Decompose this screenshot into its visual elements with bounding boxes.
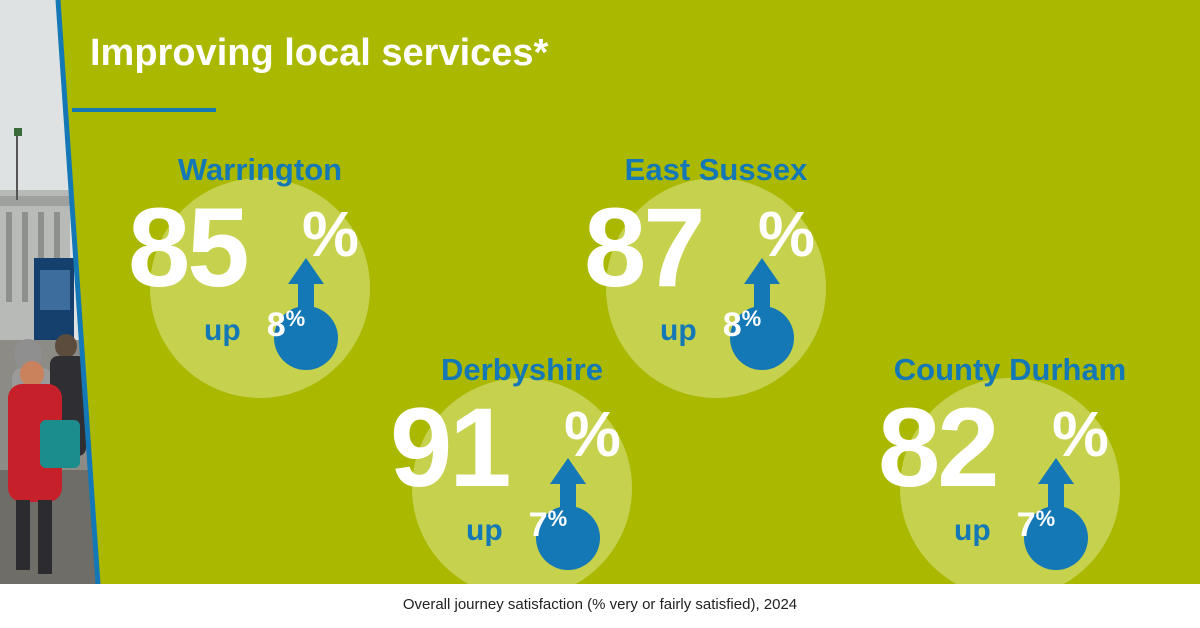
region-east-sussex: East Sussex 87 % up 8% — [566, 140, 866, 398]
satisfaction-value: 87 — [584, 185, 706, 310]
change-value: 7 — [1016, 506, 1036, 544]
up-label: up — [466, 514, 503, 547]
street-photo — [0, 0, 101, 584]
infographic-panel: Improving local services* Warrington 85 … — [0, 0, 1200, 584]
up-arrow-icon — [730, 258, 794, 370]
change-badge: 8% — [252, 306, 320, 364]
up-arrow-icon — [1024, 458, 1088, 570]
region-county-durham: County Durham 82 % up 7% — [860, 340, 1160, 584]
percent-sign: % — [564, 398, 621, 470]
region-name: East Sussex — [624, 152, 808, 187]
region-derbyshire: Derbyshire 91 % up 7% — [372, 340, 672, 584]
change-value: 7 — [528, 506, 548, 544]
footer-caption: Overall journey satisfaction (% very or … — [402, 596, 798, 613]
change-value: 8 — [266, 306, 286, 344]
up-arrow-icon — [274, 258, 338, 370]
up-arrow-icon — [536, 458, 600, 570]
satisfaction-value: 91 — [390, 385, 512, 510]
up-label: up — [204, 314, 241, 347]
satisfaction-value: 85 — [128, 185, 250, 310]
percent-sign: % — [302, 198, 359, 270]
change-percent-sign: % — [285, 306, 306, 331]
satisfaction-value: 82 — [878, 385, 1000, 510]
region-circle — [150, 178, 370, 398]
percent-sign: % — [1052, 398, 1109, 470]
change-percent-sign: % — [547, 506, 568, 531]
up-label: up — [954, 514, 991, 547]
change-badge: 7% — [514, 506, 582, 564]
percent-sign: % — [758, 198, 815, 270]
change-value: 8 — [722, 306, 742, 344]
change-percent-sign: % — [741, 306, 762, 331]
title-underline — [72, 108, 216, 112]
region-name: County Durham — [893, 352, 1127, 387]
change-percent-sign: % — [1035, 506, 1056, 531]
change-badge: 7% — [1002, 506, 1070, 564]
region-warrington: Warrington 85 % up 8% — [110, 140, 410, 398]
page-title: Improving local services* — [90, 32, 549, 74]
region-name: Derbyshire — [441, 352, 603, 387]
region-circle — [606, 178, 826, 398]
region-name: Warrington — [177, 152, 343, 187]
change-badge: 8% — [708, 306, 776, 364]
up-label: up — [660, 314, 697, 347]
